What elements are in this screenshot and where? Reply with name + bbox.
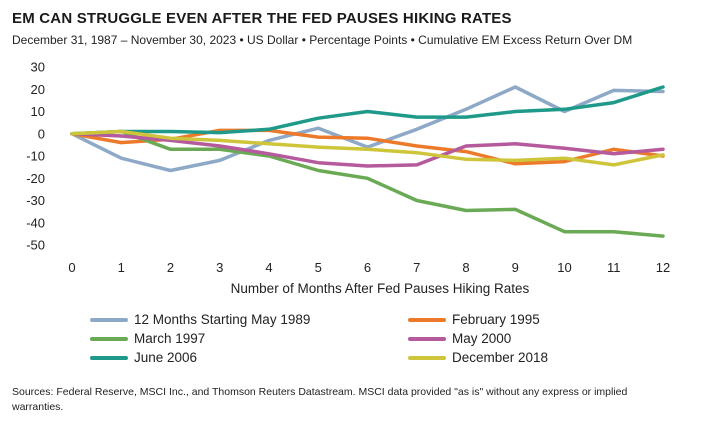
y-tick-label: 0 — [38, 126, 45, 141]
legend-item: December 2018 — [408, 350, 548, 365]
y-axis-ticks: 30 20 10 0 -10 -20 -30 -40 -50 — [26, 60, 45, 253]
chart-title: EM CAN STRUGGLE EVEN AFTER THE FED PAUSE… — [12, 10, 512, 27]
y-tick-label: 30 — [31, 60, 45, 75]
legend-label: 12 Months Starting May 1989 — [134, 312, 311, 327]
y-tick-label: -50 — [26, 238, 45, 253]
legend-label: June 2006 — [134, 350, 198, 365]
legend-item: 12 Months Starting May 1989 — [90, 312, 310, 327]
legend-label: May 2000 — [452, 331, 512, 346]
y-tick-label: 20 — [31, 82, 45, 97]
x-tick-label: 1 — [118, 260, 125, 275]
x-tick-label: 2 — [167, 260, 174, 275]
series-line-4 — [70, 85, 665, 136]
legend-label: February 1995 — [452, 312, 540, 327]
source-note: Sources: Federal Reserve, MSCI Inc., and… — [12, 386, 628, 413]
legend-swatch — [90, 317, 128, 322]
x-tick-label: 5 — [315, 260, 322, 275]
legend-item: February 1995 — [408, 312, 540, 327]
legend-item: March 1997 — [90, 331, 205, 346]
y-tick-label: -30 — [26, 193, 45, 208]
x-tick-label: 9 — [512, 260, 519, 275]
x-tick-label: 6 — [364, 260, 371, 275]
x-tick-label: 11 — [607, 260, 621, 275]
series-line-3 — [70, 132, 665, 168]
x-tick-label: 0 — [68, 260, 75, 275]
legend-swatch — [408, 317, 446, 322]
y-tick-label: -40 — [26, 215, 45, 230]
x-tick-label: 4 — [265, 260, 272, 275]
legend-label: March 1997 — [134, 331, 206, 346]
legend-swatch — [408, 355, 446, 360]
legend-swatch — [90, 355, 128, 360]
legend-label: December 2018 — [452, 350, 549, 365]
x-axis-title: Number of Months After Fed Pauses Hiking… — [231, 281, 530, 296]
x-axis-ticks: 0 1 2 3 4 5 6 7 8 9 10 11 12 — [68, 260, 670, 275]
y-tick-label: 10 — [31, 104, 45, 119]
x-tick-label: 10 — [557, 260, 571, 275]
x-tick-label: 3 — [216, 260, 223, 275]
legend-swatch — [408, 336, 446, 341]
series-line-5 — [70, 129, 665, 167]
x-tick-label: 12 — [656, 260, 670, 275]
series-line-0 — [70, 85, 665, 173]
legend-item: May 2000 — [408, 331, 511, 346]
series-lines — [70, 85, 665, 238]
x-tick-label: 7 — [413, 260, 420, 275]
chart-subtitle: December 31, 1987 – November 30, 2023 • … — [12, 33, 633, 47]
legend-item: June 2006 — [90, 350, 197, 365]
y-tick-label: -10 — [26, 149, 45, 164]
legend: 12 Months Starting May 1989 February 1995… — [90, 312, 610, 368]
y-tick-label: -20 — [26, 171, 45, 186]
series-line-2 — [70, 129, 665, 238]
x-tick-label: 8 — [462, 260, 469, 275]
legend-swatch — [90, 336, 128, 341]
